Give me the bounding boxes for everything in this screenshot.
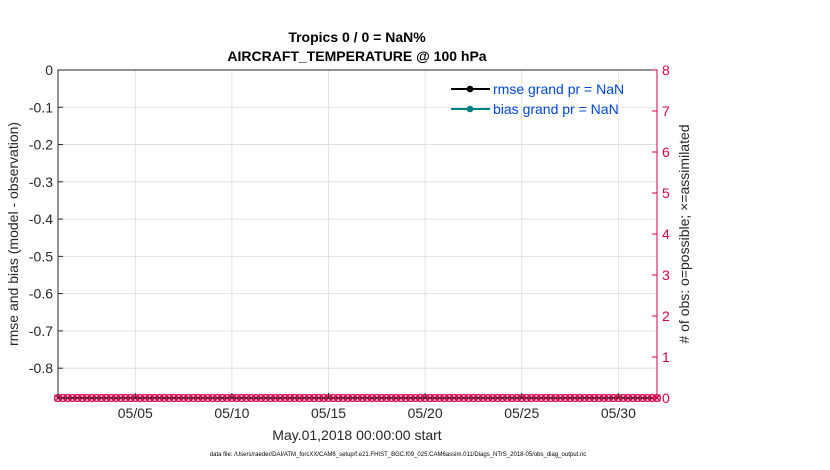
y-tick-label-left: 0	[45, 62, 53, 78]
x-tick-label: 05/10	[214, 405, 249, 421]
y-tick-label-left: -0.3	[29, 174, 53, 190]
y-tick-label-right: 7	[662, 103, 670, 119]
data-file-footnote: data file: /Users/raeder/DAI/ATM_forcXX/…	[210, 452, 586, 458]
legend-label-bias: bias grand pr = NaN	[493, 101, 619, 117]
legend-marker-bias	[466, 105, 474, 113]
y-tick-label-right: 5	[662, 185, 670, 201]
y-tick-label-right: 3	[662, 267, 670, 283]
x-axis-label: May.01,2018 00:00:00 start	[272, 427, 442, 443]
chart-title-line2: AIRCRAFT_TEMPERATURE @ 100 hPa	[227, 48, 486, 64]
y-tick-label-right: 6	[662, 144, 670, 160]
legend-entry-rmse: rmse grand pr = NaN	[451, 81, 624, 97]
plot-area-frame	[57, 69, 658, 399]
y-tick-label-right: 1	[662, 349, 670, 365]
y-tick-label-left: -0.7	[29, 323, 53, 339]
grid-lines	[58, 69, 657, 398]
legend-marker-rmse	[466, 85, 474, 93]
y-tick-label-right: 4	[662, 226, 670, 242]
x-tick-label: 05/15	[311, 405, 346, 421]
y-axis-label-right: # of obs: o=possible; ×=assimilated	[676, 124, 692, 343]
y-tick-label-left: -0.6	[29, 286, 53, 302]
legend-label-rmse: rmse grand pr = NaN	[493, 81, 624, 97]
y-tick-label-right: 2	[662, 308, 670, 324]
x-tick-label: 05/30	[601, 405, 636, 421]
legend-entry-bias: bias grand pr = NaN	[451, 101, 619, 117]
legend: rmse grand pr = NaN bias grand pr = NaN	[451, 81, 624, 117]
y-tick-label-left: -0.4	[29, 211, 53, 227]
chart-title-line1: Tropics 0 / 0 = NaN%	[288, 29, 426, 45]
y-tick-label-right: 0	[662, 390, 670, 406]
left-y-ticks: 0 -0.1 -0.2 -0.3 -0.4 -0.5 -0.6 -0.7 -0.8	[29, 62, 63, 376]
y-tick-label-left: -0.5	[29, 248, 53, 264]
y-tick-label-left: -0.1	[29, 99, 53, 115]
y-tick-label-right: 8	[662, 62, 670, 78]
x-tick-label: 05/25	[504, 405, 539, 421]
y-tick-label-left: -0.2	[29, 137, 53, 153]
x-ticks: 05/05 05/10 05/15 05/20 05/25 05/30	[118, 393, 636, 421]
x-tick-label: 05/20	[408, 405, 443, 421]
y-tick-label-left: -0.8	[29, 360, 53, 376]
y-axis-label-left: rmse and bias (model - observation)	[5, 122, 21, 346]
right-y-ticks: 0 1 2 3 4 5 6 7 8	[652, 62, 670, 406]
x-tick-label: 05/05	[118, 405, 153, 421]
